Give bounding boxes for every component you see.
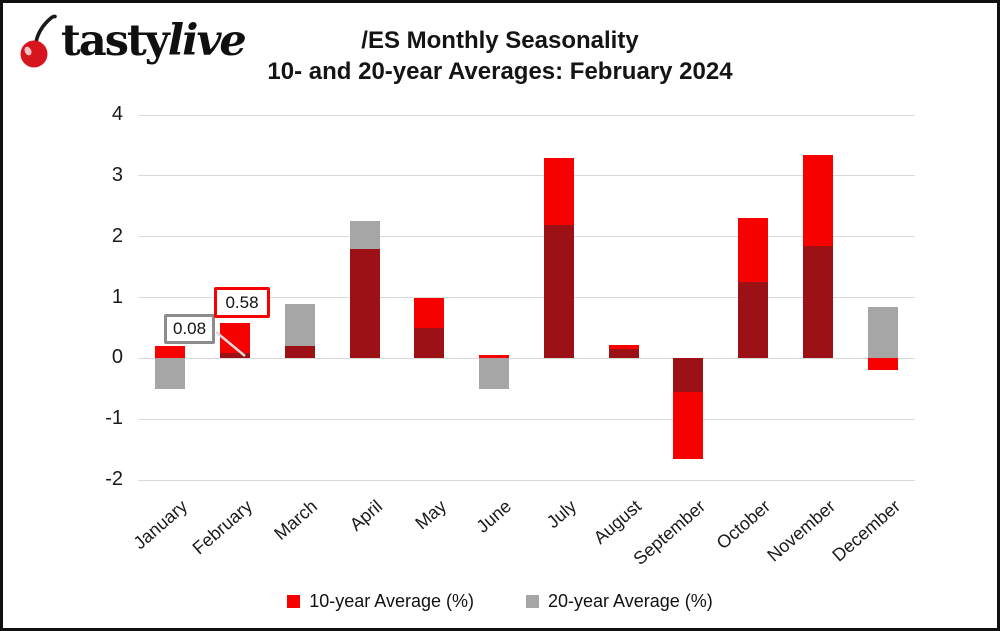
gridline-y--1 — [138, 418, 915, 420]
legend-swatch-10yr — [287, 595, 301, 608]
annotation-20yr-feb-value: 0.08 — [172, 319, 207, 338]
bar-20yr-december — [867, 306, 898, 359]
bar-overlap-september — [673, 358, 704, 392]
chart-title-line2: 10- and 20-year Averages: February 2024 — [267, 58, 733, 85]
logo-text: tastylive — [61, 13, 247, 69]
bar-overlap-march — [284, 346, 315, 359]
y-tick-label-1: 1 — [111, 285, 123, 308]
y-tick-label-3: 3 — [111, 163, 123, 186]
bar-overlap-july — [543, 224, 574, 359]
y-tick-label--1: -1 — [105, 407, 123, 430]
legend-swatch-20yr — [526, 595, 539, 608]
bar-overlap-august — [608, 349, 639, 359]
bar-10yr-june — [479, 355, 510, 359]
gridline-y-1 — [138, 297, 915, 298]
legend: 10-year Average (%) 20-year Average (%) — [3, 591, 997, 612]
bar-20yr-january — [155, 358, 186, 389]
cherry-icon — [20, 14, 57, 68]
y-tick-label--2: -2 — [105, 468, 123, 490]
y-tick-label-2: 2 — [111, 224, 123, 247]
legend-item-10yr: 10-year Average (%) — [287, 591, 474, 612]
bar-10yr-january — [155, 346, 186, 359]
bar-overlap-april — [349, 248, 380, 359]
bar-overlap-november — [802, 245, 833, 359]
legend-label-20yr: 20-year Average (%) — [548, 591, 713, 611]
gridline-y-0 — [138, 357, 915, 359]
x-axis-label-january: January — [130, 496, 192, 554]
bar-overlap-february — [220, 353, 251, 359]
gridline-y-2 — [138, 236, 915, 238]
bar-10yr-december — [867, 358, 898, 371]
annotation-10yr-feb: 0.58 — [214, 287, 270, 318]
logo-text-tasty: tasty — [61, 16, 170, 66]
annotation-20yr-feb: 0.08 — [164, 314, 215, 344]
gridline-y--2 — [138, 479, 915, 481]
bar-20yr-june — [479, 358, 510, 389]
annotation-10yr-feb-value: 0.58 — [225, 292, 259, 312]
y-tick-label-0: 0 — [111, 346, 123, 369]
bar-overlap-may — [414, 327, 445, 359]
chart-title: /ES Monthly Seasonality 10- and 20-year … — [123, 25, 877, 87]
gridline-y-3 — [138, 175, 915, 177]
plot-area: January February March April May June July Augu… — [130, 114, 915, 569]
legend-item-20yr: 20-year Average (%) — [526, 591, 713, 612]
annotation-leader-line — [215, 331, 246, 357]
gridline-y-4 — [138, 114, 915, 116]
bar-overlap-october — [738, 282, 769, 359]
tastylive-logo: tastylive — [17, 11, 247, 71]
y-tick-label-4: 4 — [111, 103, 123, 125]
legend-label-10yr: 10-year Average (%) — [309, 591, 474, 611]
chart-title-line1: /ES Monthly Seasonality — [361, 27, 639, 54]
logo-text-live: live — [167, 16, 247, 66]
